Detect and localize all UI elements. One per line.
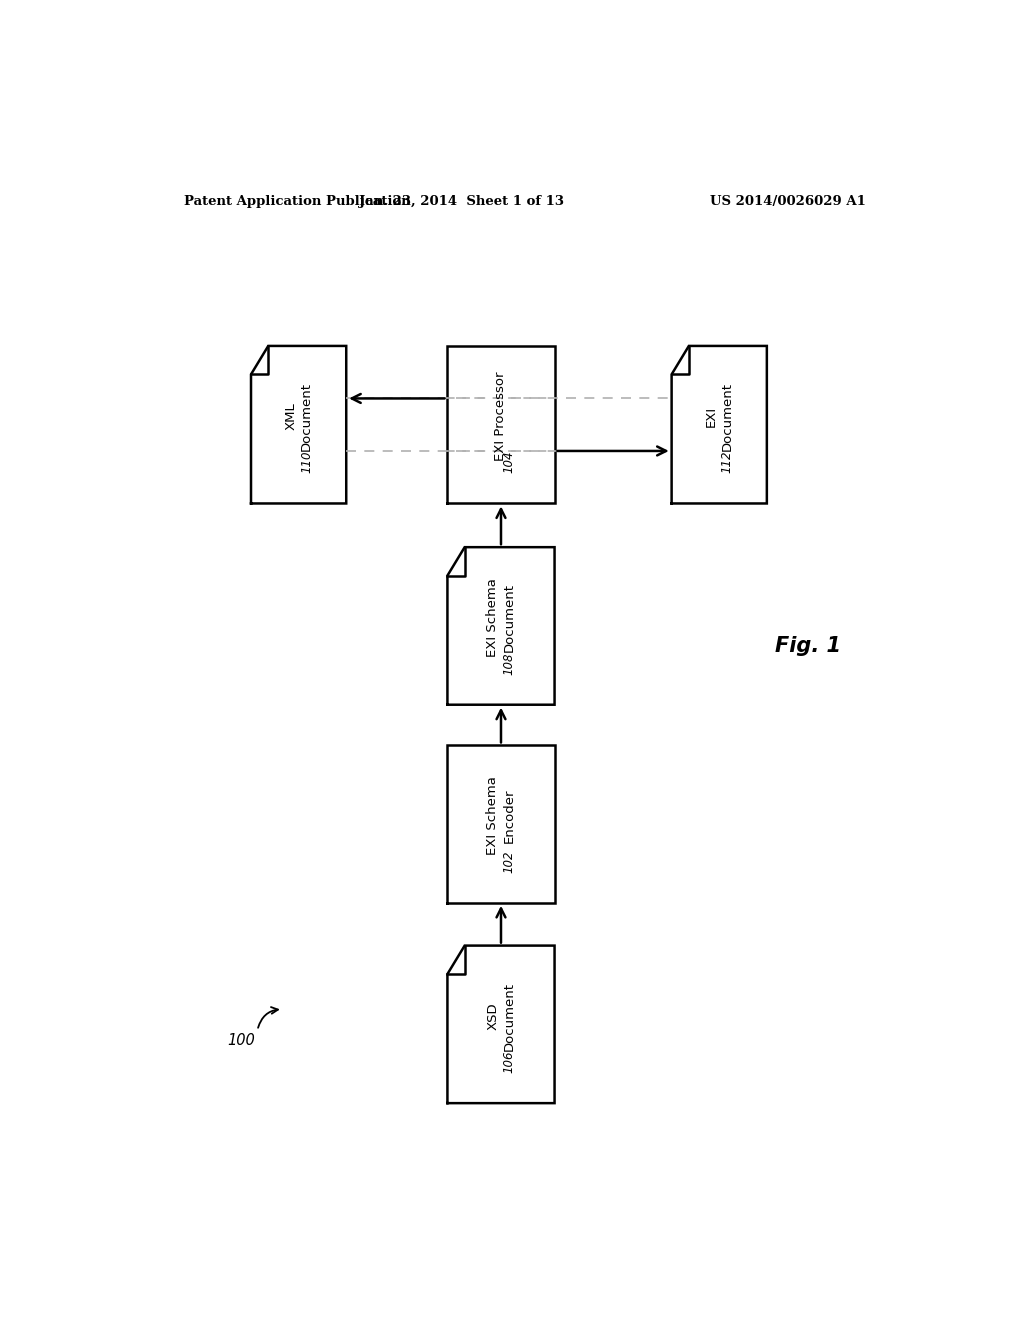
Text: XSD
Document: XSD Document (486, 982, 515, 1051)
Text: EXI Processor: EXI Processor (495, 372, 508, 461)
Text: 102: 102 (503, 850, 515, 873)
Text: 112: 112 (721, 451, 733, 474)
Text: 110: 110 (300, 451, 313, 474)
Text: 104: 104 (503, 451, 515, 474)
Text: 106: 106 (503, 1051, 515, 1073)
Text: EXI
Document: EXI Document (705, 381, 734, 451)
Text: Jan. 23, 2014  Sheet 1 of 13: Jan. 23, 2014 Sheet 1 of 13 (358, 194, 564, 207)
Text: 100: 100 (227, 1034, 255, 1048)
Text: Fig. 1: Fig. 1 (775, 636, 841, 656)
Text: US 2014/0026029 A1: US 2014/0026029 A1 (711, 194, 866, 207)
Text: 108: 108 (503, 652, 515, 675)
Text: Patent Application Publication: Patent Application Publication (183, 194, 411, 207)
Text: EXI Schema
Encoder: EXI Schema Encoder (486, 776, 515, 855)
FancyArrowPatch shape (258, 1007, 278, 1028)
Text: XML
Document: XML Document (284, 381, 313, 451)
Text: EXI Schema
Document: EXI Schema Document (486, 578, 515, 657)
